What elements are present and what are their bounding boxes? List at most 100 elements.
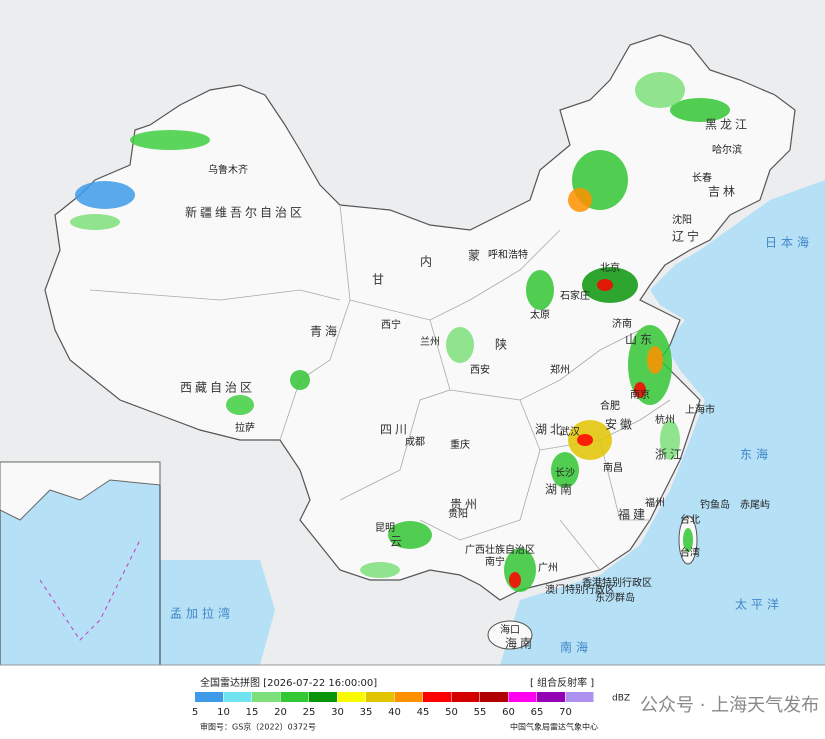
producer: 中国气象局雷达气象中心: [510, 722, 598, 732]
product-name: [ 组合反射率 ]: [530, 676, 594, 689]
place-label: 南宁: [485, 555, 505, 568]
place-label: 郑州: [550, 363, 570, 376]
place-label: 合肥: [600, 399, 620, 412]
legend-swatch: [537, 692, 565, 702]
watermark: 公众号 · 上海天气发布: [640, 695, 819, 716]
place-label: 青海: [310, 324, 340, 339]
approval-number: 审图号：GS京（2022）0372号: [200, 722, 316, 732]
place-label: 陕: [495, 337, 510, 352]
radar-echo: [635, 72, 685, 108]
radar-echo: [660, 420, 680, 460]
place-label: 孟加拉湾: [170, 606, 234, 621]
place-label: 吉林: [708, 185, 738, 199]
place-label: 日本海: [765, 235, 813, 250]
place-label: 浙江: [655, 448, 685, 462]
place-label: 石家庄: [560, 289, 590, 302]
place-label: 西藏自治区: [180, 381, 255, 395]
legend-swatch: [195, 692, 223, 702]
place-label: 西安: [470, 363, 490, 376]
place-label: 南京: [630, 388, 650, 401]
radar-echoes: [70, 72, 730, 592]
place-label: 长春: [692, 172, 712, 184]
legend-value: 20: [274, 707, 287, 718]
radar-echo: [577, 434, 593, 446]
radar-echo: [446, 327, 474, 363]
place-label: 台湾: [680, 546, 700, 559]
radar-echo: [634, 382, 646, 398]
place-label: 东海: [740, 447, 772, 462]
province-borders: [89, 204, 671, 571]
legend-swatch: [366, 692, 394, 702]
place-label: 海口: [500, 623, 520, 636]
radar-echo: [647, 346, 663, 374]
place-label: 赤尾屿: [740, 499, 770, 511]
place-label: 湖北: [535, 422, 565, 437]
radar-echo: [568, 188, 592, 212]
legend-value: 40: [388, 707, 401, 718]
radar-echo: [388, 521, 432, 549]
place-label: 贵阳: [448, 507, 468, 520]
place-label: 长沙: [555, 467, 575, 479]
place-label: 拉萨: [235, 421, 255, 434]
place-label: 太平洋: [735, 597, 783, 612]
place-label: 辽宁: [672, 229, 702, 244]
place-label: 山东: [625, 333, 655, 347]
place-label: 香港特别行政区: [582, 576, 652, 589]
legend-swatch: [280, 692, 309, 702]
place-label: 安徽: [605, 417, 635, 432]
place-label: 济南: [612, 317, 632, 330]
radar-echo: [226, 395, 254, 415]
place-label: 西宁: [381, 318, 401, 331]
place-label: 贵州: [450, 498, 480, 512]
place-label: 南海: [560, 640, 592, 655]
legend-swatch: [309, 692, 337, 702]
radar-echo: [597, 279, 613, 291]
place-label: 乌鲁木齐: [208, 163, 248, 176]
legend-swatch: [480, 692, 508, 702]
place-label: 内: [420, 255, 435, 269]
place-label: 重庆: [450, 438, 470, 451]
place-label: 台北: [680, 513, 700, 526]
radar-echo: [290, 370, 310, 390]
legend-value: 50: [445, 707, 458, 718]
place-label: 云: [390, 535, 405, 549]
hainan-island: [487, 620, 533, 650]
legend-value: 65: [531, 707, 544, 718]
radar-echo: [670, 98, 730, 122]
place-label: 杭州: [655, 413, 675, 426]
legend-value: 70: [559, 707, 572, 718]
place-label: 昆明: [375, 522, 395, 534]
legend-swatch: [223, 692, 252, 702]
legend-swatch: [252, 692, 280, 702]
place-label: 广西壮族自治区: [465, 543, 535, 556]
place-label: 北京: [600, 261, 620, 274]
place-label: 福建: [618, 507, 648, 522]
legend-swatch: [451, 692, 480, 702]
place-label: 钓鱼岛: [700, 498, 730, 511]
place-label: 上海市: [685, 403, 715, 416]
sea: [160, 180, 825, 665]
legend-value: 45: [417, 707, 430, 718]
place-label: 四川: [380, 423, 410, 437]
radar-echo: [509, 572, 521, 588]
legend-swatch: [508, 692, 537, 702]
legend-value: 60: [502, 707, 515, 718]
radar-echo: [551, 452, 579, 488]
inset-land: [0, 461, 161, 521]
place-label: 澳门特别行政区: [545, 583, 615, 596]
place-label: 福州: [645, 496, 665, 509]
legend-swatch: [337, 692, 366, 702]
legend-value: 5: [192, 707, 198, 718]
legend-value: 55: [474, 707, 487, 718]
footer-title: 全国雷达拼图 [2026-07-22 16:00:00]: [200, 676, 377, 689]
legend-swatch: [394, 692, 423, 702]
place-label: 蒙: [468, 249, 483, 263]
place-label: 黑龙江: [705, 118, 750, 132]
radar-echo: [526, 270, 554, 310]
place-label: 东沙群岛: [595, 591, 635, 604]
inset-boundary: [39, 539, 141, 641]
place-label: 海南: [505, 636, 535, 651]
radar-echo: [130, 130, 210, 150]
radar-echo: [360, 562, 400, 578]
